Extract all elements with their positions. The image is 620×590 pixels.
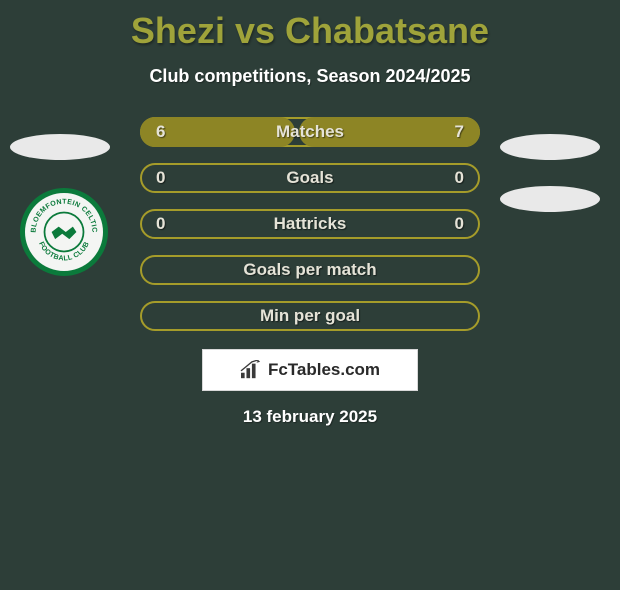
player-right-placeholder-oval-1	[500, 134, 600, 160]
svg-text:BLOEMFONTEIN CELTIC: BLOEMFONTEIN CELTIC	[30, 198, 99, 233]
bar-chart-icon	[240, 360, 262, 380]
logo-text: FcTables.com	[268, 360, 380, 380]
page-subtitle: Club competitions, Season 2024/2025	[0, 66, 620, 87]
badge-top-text: BLOEMFONTEIN CELTIC	[30, 198, 99, 233]
stat-label: Hattricks	[274, 214, 347, 234]
page-title: Shezi vs Chabatsane	[0, 10, 620, 52]
stat-label: Matches	[276, 122, 344, 142]
stat-rows: 6 Matches 7 0 Goals 0 0 Hattricks 0 Goals per mat…	[140, 117, 480, 331]
date-text: 13 february 2025	[0, 407, 620, 427]
stat-label: Min per goal	[260, 306, 360, 326]
stat-row: 6 Matches 7	[140, 117, 480, 147]
stat-row: Goals per match	[140, 255, 480, 285]
stat-right-value: 0	[455, 168, 464, 188]
stat-label: Goals	[286, 168, 333, 188]
stat-right-value: 0	[455, 214, 464, 234]
stat-left-value: 0	[156, 214, 165, 234]
stat-left-value: 6	[156, 122, 165, 142]
fctables-logo: FcTables.com	[202, 349, 418, 391]
stat-right-value: 7	[455, 122, 464, 142]
club-badge-svg: BLOEMFONTEIN CELTIC FOOTBALL CLUB	[25, 193, 103, 271]
player-left-placeholder-oval	[10, 134, 110, 160]
stat-row: Min per goal	[140, 301, 480, 331]
club-badge: BLOEMFONTEIN CELTIC FOOTBALL CLUB	[20, 188, 108, 276]
stat-row: 0 Hattricks 0	[140, 209, 480, 239]
player-right-placeholder-oval-2	[500, 186, 600, 212]
stat-label: Goals per match	[243, 260, 376, 280]
handshake-icon	[52, 227, 77, 239]
stat-left-value: 0	[156, 168, 165, 188]
stat-row: 0 Goals 0	[140, 163, 480, 193]
